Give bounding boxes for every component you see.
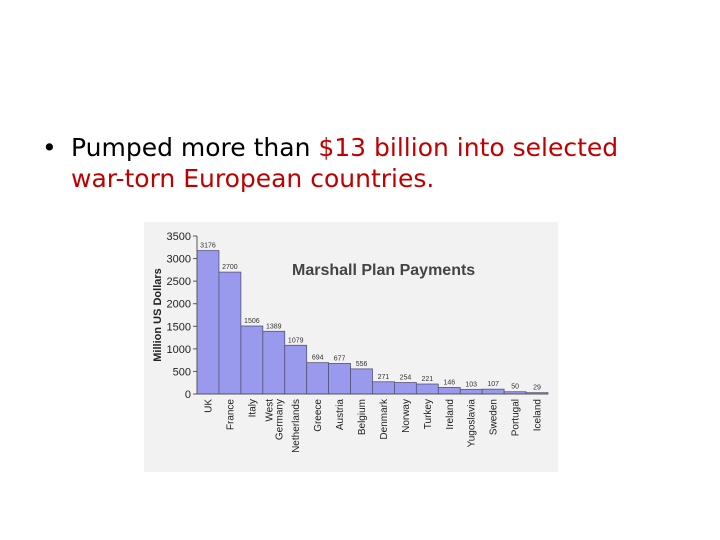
bar bbox=[459, 388, 483, 395]
y-tick-label: 3500 bbox=[167, 231, 191, 243]
x-tick-label: Greece bbox=[313, 399, 324, 432]
bar-value-label: 3176 bbox=[200, 243, 216, 250]
bar bbox=[262, 330, 286, 395]
bar bbox=[218, 271, 242, 395]
x-tick-label-line: Austria bbox=[335, 399, 346, 431]
bullet-marker: • bbox=[42, 133, 57, 162]
bar-value-label: 146 bbox=[443, 379, 455, 386]
x-tick-label: Norway bbox=[401, 399, 412, 433]
bar-value-label: 1079 bbox=[288, 337, 304, 344]
bar bbox=[196, 250, 220, 395]
bar bbox=[481, 388, 505, 395]
x-tick-label-line: Greece bbox=[313, 399, 324, 432]
x-tick-label-line: Germany bbox=[274, 399, 285, 440]
bar-value-label: 29 bbox=[533, 385, 541, 392]
x-tick-label: Austria bbox=[335, 399, 346, 431]
x-tick-label-line: Sweden bbox=[489, 399, 500, 435]
bar bbox=[306, 362, 330, 395]
bar bbox=[284, 344, 308, 395]
y-tick-label: 0 bbox=[185, 389, 191, 401]
bar-value-label: 271 bbox=[378, 374, 390, 381]
bar-value-label: 1389 bbox=[266, 323, 282, 330]
x-tick-label-line: Iceland bbox=[533, 399, 544, 431]
x-tick-label: France bbox=[225, 399, 236, 431]
bar-value-label: 556 bbox=[356, 361, 368, 368]
bar-value-label: 103 bbox=[465, 381, 477, 388]
x-tick-label: Yugoslavia bbox=[467, 399, 478, 448]
x-tick-label: Sweden bbox=[489, 399, 500, 435]
chart-title: Marshall Plan Payments bbox=[292, 262, 475, 279]
bar bbox=[328, 363, 351, 395]
bar-value-label: 221 bbox=[422, 376, 434, 383]
x-tick-label: Belgium bbox=[357, 399, 368, 435]
y-axis-label: Million US Dollars bbox=[152, 268, 164, 362]
x-tick-label-line: Ireland bbox=[445, 399, 456, 430]
bar-value-label: 107 bbox=[487, 381, 499, 388]
bar-value-label: 1506 bbox=[244, 318, 260, 325]
x-tick-label-line: Netherlands bbox=[291, 399, 302, 453]
x-tick-label: Ireland bbox=[445, 399, 456, 430]
chart-image: 3176 2700 1506 1389 1079 694 677 556 271 254 221 14… bbox=[144, 222, 558, 472]
x-tick-label: Denmark bbox=[379, 398, 390, 440]
x-tick-label-line: Italy bbox=[247, 399, 258, 417]
y-tick-label: 1000 bbox=[167, 344, 191, 356]
x-tick-label-line: Yugoslavia bbox=[467, 399, 478, 448]
y-tick-label: 1500 bbox=[167, 321, 191, 333]
text-after: war-torn European countries. bbox=[71, 164, 435, 193]
bar-value-label: 2700 bbox=[222, 264, 238, 271]
x-tick-label: Turkey bbox=[423, 399, 434, 429]
y-tick-label: 3000 bbox=[167, 254, 191, 266]
x-tick-label-line: Denmark bbox=[379, 398, 390, 440]
x-tick-label-line: France bbox=[225, 399, 236, 431]
y-tick-label: 500 bbox=[173, 366, 191, 378]
y-tick-label: 2500 bbox=[167, 276, 191, 288]
x-tick-label: Italy bbox=[247, 399, 258, 417]
bar-value-label: 677 bbox=[334, 355, 346, 362]
bar bbox=[372, 381, 395, 395]
x-tick-label: Portugal bbox=[511, 399, 522, 436]
bullet-text: Pumped more than $13 billion into select… bbox=[71, 132, 681, 194]
x-tick-label: WestGermany bbox=[264, 399, 285, 440]
y-tick-label: 2000 bbox=[167, 299, 191, 311]
bar-chart: 3176 2700 1506 1389 1079 694 677 556 271 254 221 14… bbox=[152, 231, 549, 453]
text-before: Pumped more than bbox=[71, 133, 319, 162]
bar bbox=[394, 382, 417, 395]
bar-value-label: 694 bbox=[312, 355, 324, 362]
x-tick-label-line: Norway bbox=[401, 399, 412, 433]
x-tick-label: UK bbox=[203, 399, 214, 413]
x-tick-label-line: Portugal bbox=[511, 399, 522, 436]
x-tick-label: Netherlands bbox=[291, 399, 302, 453]
x-tick-label-line: UK bbox=[203, 399, 214, 413]
bar-value-label: 254 bbox=[400, 375, 412, 382]
bar bbox=[415, 383, 439, 395]
bar bbox=[240, 325, 264, 395]
x-tick-label-line: Belgium bbox=[357, 399, 368, 435]
bar bbox=[437, 387, 461, 395]
bar-value-label: 50 bbox=[511, 384, 519, 391]
bar bbox=[350, 368, 373, 395]
x-tick-label-line: West bbox=[264, 399, 275, 422]
x-tick-label: Iceland bbox=[533, 399, 544, 431]
text-highlight: $13 billion into selected bbox=[318, 133, 619, 162]
x-tick-label-line: Turkey bbox=[423, 399, 434, 429]
